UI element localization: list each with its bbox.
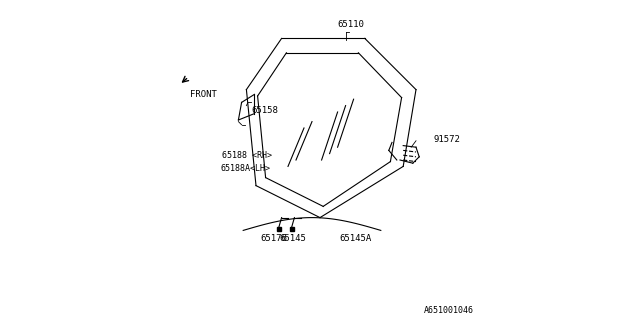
Text: FRONT: FRONT [191,90,217,99]
Text: 65110: 65110 [337,20,364,29]
Text: 65145A: 65145A [339,234,371,243]
Text: 65176: 65176 [260,234,287,243]
Text: 65145: 65145 [280,234,306,243]
Text: A651001046: A651001046 [424,306,474,315]
Text: 65188 <RH>: 65188 <RH> [223,151,273,160]
Text: 65158: 65158 [251,106,278,115]
Text: 91572: 91572 [434,135,460,144]
Text: 65188A<LH>: 65188A<LH> [220,164,270,173]
